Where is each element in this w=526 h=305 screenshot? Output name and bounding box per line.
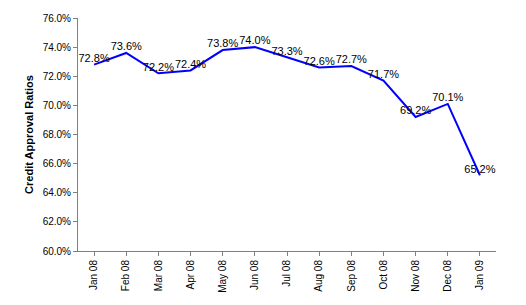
svg-text:71.7%: 71.7% <box>368 68 399 80</box>
svg-text:Oct 08: Oct 08 <box>378 260 389 290</box>
svg-text:72.4%: 72.4% <box>175 58 206 70</box>
svg-text:Nov 08: Nov 08 <box>410 260 421 292</box>
svg-text:65.2%: 65.2% <box>464 163 495 175</box>
svg-text:Jan 09: Jan 09 <box>474 260 485 290</box>
svg-text:70.0%: 70.0% <box>43 100 71 111</box>
svg-text:73.6%: 73.6% <box>111 40 142 52</box>
svg-text:72.7%: 72.7% <box>336 53 367 65</box>
svg-text:Credit Approval Ratios: Credit Approval Ratios <box>23 75 35 194</box>
svg-text:73.8%: 73.8% <box>207 37 238 49</box>
svg-text:72.0%: 72.0% <box>43 71 71 82</box>
svg-text:74.0%: 74.0% <box>239 34 270 46</box>
svg-text:69.2%: 69.2% <box>400 104 431 116</box>
svg-text:62.0%: 62.0% <box>43 216 71 227</box>
svg-text:Jun 08: Jun 08 <box>249 260 260 290</box>
svg-text:72.2%: 72.2% <box>143 61 174 73</box>
svg-text:Sep 08: Sep 08 <box>346 260 357 292</box>
svg-text:Dec 08: Dec 08 <box>442 260 453 292</box>
svg-text:Jul 08: Jul 08 <box>281 260 292 287</box>
svg-text:Apr 08: Apr 08 <box>185 260 196 290</box>
svg-text:76.0%: 76.0% <box>43 13 71 24</box>
svg-text:Aug 08: Aug 08 <box>313 260 324 292</box>
svg-text:72.6%: 72.6% <box>304 55 335 67</box>
svg-text:Feb 08: Feb 08 <box>120 260 131 292</box>
svg-text:70.1%: 70.1% <box>432 91 463 103</box>
svg-text:60.0%: 60.0% <box>43 246 71 257</box>
svg-text:Jan 08: Jan 08 <box>88 260 99 290</box>
svg-text:73.3%: 73.3% <box>271 45 302 57</box>
svg-text:74.0%: 74.0% <box>43 42 71 53</box>
svg-text:68.0%: 68.0% <box>43 129 71 140</box>
svg-text:Mar 08: Mar 08 <box>153 260 164 292</box>
svg-text:72.8%: 72.8% <box>78 52 109 64</box>
svg-text:64.0%: 64.0% <box>43 187 71 198</box>
svg-text:66.0%: 66.0% <box>43 158 71 169</box>
svg-text:May 08: May 08 <box>217 260 228 293</box>
